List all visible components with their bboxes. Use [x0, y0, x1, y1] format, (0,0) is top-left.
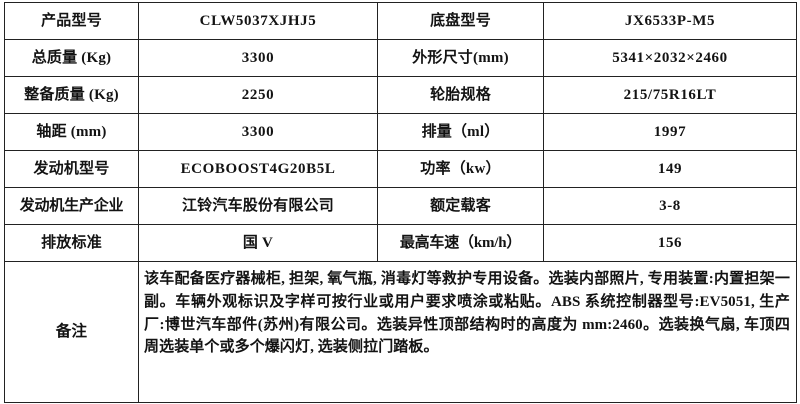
row-label-rated-passengers: 额定载客 — [377, 187, 544, 225]
table-row: 排放标准 国 V 最高车速（km/h） 156 — [4, 224, 797, 262]
vehicle-spec-table: 产品型号 CLW5037XJHJ5 底盘型号 JX6533P-M5 总质量 (K… — [4, 2, 797, 403]
table-row: 整备质量 (Kg) 2250 轮胎规格 215/75R16LT — [4, 76, 797, 114]
row-label-product-model: 产品型号 — [4, 2, 139, 40]
row-value-displacement: 1997 — [543, 113, 797, 151]
remark-label: 备注 — [4, 261, 139, 403]
row-label-engine-manufacturer: 发动机生产企业 — [4, 187, 139, 225]
row-value-engine-model: ECOBOOST4G20B5L — [138, 150, 378, 188]
row-value-engine-manufacturer: 江铃汽车股份有限公司 — [138, 187, 378, 225]
row-label-dimensions: 外形尺寸(mm) — [377, 39, 544, 77]
row-value-power: 149 — [543, 150, 797, 188]
row-value-dimensions: 5341×2032×2460 — [543, 39, 797, 77]
row-label-emission-standard: 排放标准 — [4, 224, 139, 262]
table-row: 发动机生产企业 江铃汽车股份有限公司 额定载客 3-8 — [4, 187, 797, 225]
table-row-remark: 备注 该车配备医疗器械柜, 担架, 氧气瓶, 消毒灯等救护专用设备。选装内部照片… — [4, 261, 797, 403]
row-label-power: 功率（kw） — [377, 150, 544, 188]
table-row: 总质量 (Kg) 3300 外形尺寸(mm) 5341×2032×2460 — [4, 39, 797, 77]
row-value-gross-mass: 3300 — [138, 39, 378, 77]
row-value-product-model: CLW5037XJHJ5 — [138, 2, 378, 40]
table-row: 发动机型号 ECOBOOST4G20B5L 功率（kw） 149 — [4, 150, 797, 188]
row-label-max-speed: 最高车速（km/h） — [377, 224, 544, 262]
row-value-rated-passengers: 3-8 — [543, 187, 797, 225]
row-label-tire-spec: 轮胎规格 — [377, 76, 544, 114]
row-label-engine-model: 发动机型号 — [4, 150, 139, 188]
remark-text: 该车配备医疗器械柜, 担架, 氧气瓶, 消毒灯等救护专用设备。选装内部照片, 专… — [138, 261, 797, 403]
row-value-curb-mass: 2250 — [138, 76, 378, 114]
row-label-wheelbase: 轴距 (mm) — [4, 113, 139, 151]
row-label-displacement: 排量（ml） — [377, 113, 544, 151]
row-label-curb-mass: 整备质量 (Kg) — [4, 76, 139, 114]
spec-table-body: 产品型号 CLW5037XJHJ5 底盘型号 JX6533P-M5 总质量 (K… — [4, 2, 797, 403]
row-value-emission-standard: 国 V — [138, 224, 378, 262]
table-row: 产品型号 CLW5037XJHJ5 底盘型号 JX6533P-M5 — [4, 2, 797, 40]
row-value-chassis-model: JX6533P-M5 — [543, 2, 797, 40]
row-value-max-speed: 156 — [543, 224, 797, 262]
row-label-chassis-model: 底盘型号 — [377, 2, 544, 40]
table-row: 轴距 (mm) 3300 排量（ml） 1997 — [4, 113, 797, 151]
row-value-tire-spec: 215/75R16LT — [543, 76, 797, 114]
row-value-wheelbase: 3300 — [138, 113, 378, 151]
row-label-gross-mass: 总质量 (Kg) — [4, 39, 139, 77]
